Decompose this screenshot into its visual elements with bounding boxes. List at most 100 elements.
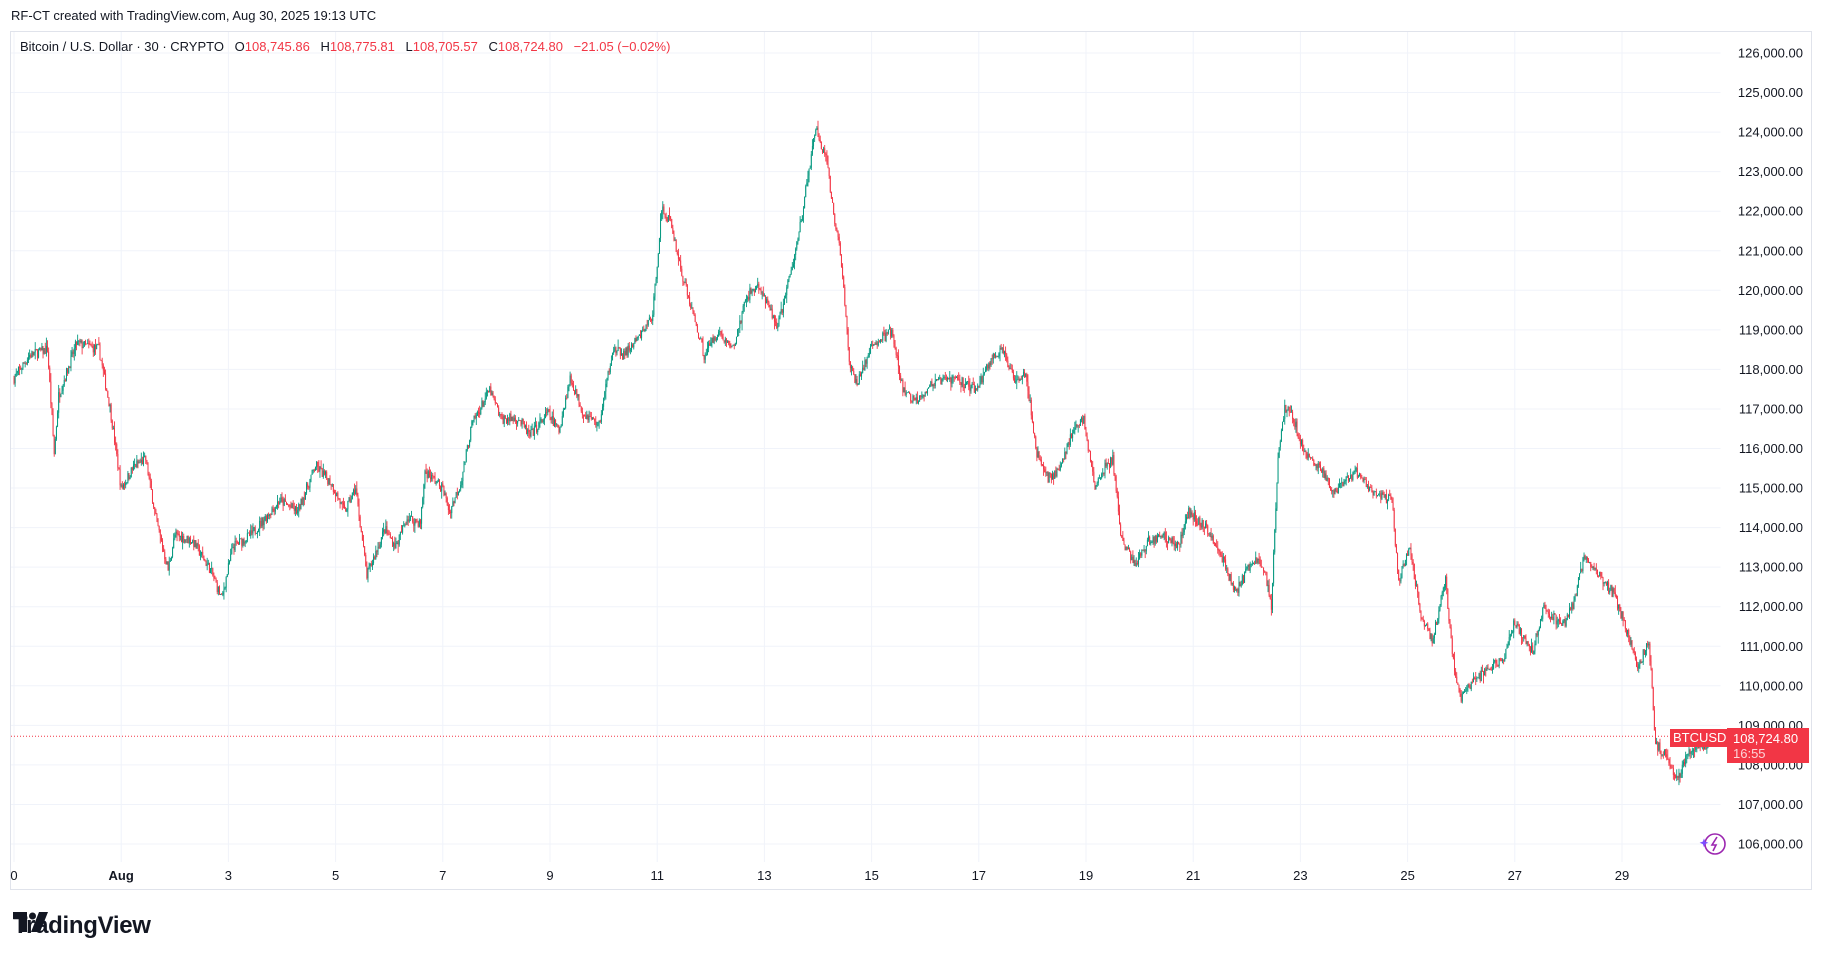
- candle: [376, 551, 378, 552]
- candle: [1244, 572, 1246, 583]
- candle: [246, 533, 248, 541]
- candle: [1514, 620, 1516, 626]
- candle: [915, 397, 917, 401]
- candle: [694, 315, 696, 322]
- candle: [1558, 619, 1560, 622]
- candle: [1387, 499, 1388, 504]
- candle: [1234, 587, 1236, 590]
- candle: [1623, 619, 1625, 621]
- symbol-legend: Bitcoin / U.S. Dollar · 30 · CRYPTO O108…: [20, 39, 670, 54]
- candle: [1502, 659, 1504, 661]
- candle: [910, 394, 912, 402]
- candle: [1615, 595, 1617, 599]
- chart-frame[interactable]: [10, 31, 1812, 890]
- candle: [55, 426, 57, 440]
- candle: [966, 381, 968, 384]
- candle: [501, 414, 503, 418]
- candle: [794, 254, 796, 264]
- symbol-name[interactable]: Bitcoin / U.S. Dollar · 30 · CRYPTO: [20, 39, 224, 54]
- candle: [359, 516, 361, 528]
- candle: [358, 503, 360, 517]
- candle: [1136, 562, 1138, 564]
- candle: [1629, 637, 1631, 645]
- candle: [1098, 478, 1100, 479]
- candle: [1007, 360, 1009, 368]
- candle: [866, 357, 868, 364]
- candle: [1207, 525, 1209, 534]
- candle: [1381, 492, 1383, 499]
- candle: [691, 307, 693, 309]
- candle: [275, 506, 277, 508]
- candle: [407, 519, 409, 522]
- candle: [1666, 754, 1668, 758]
- candle: [1389, 494, 1391, 496]
- candle: [22, 362, 24, 369]
- candle: [1591, 566, 1593, 569]
- candle: [945, 378, 947, 380]
- candle: [985, 369, 986, 373]
- candle: [277, 501, 279, 507]
- candle: [887, 329, 889, 334]
- candle: [1672, 767, 1674, 775]
- candle: [1116, 490, 1118, 497]
- candle: [734, 343, 736, 347]
- candle: [465, 449, 467, 462]
- candle: [98, 344, 100, 346]
- candle: [1546, 610, 1548, 612]
- candle: [39, 347, 41, 351]
- candle: [1049, 472, 1051, 474]
- candle: [411, 516, 413, 517]
- candle: [40, 347, 42, 351]
- candle: [24, 363, 26, 364]
- candle: [1097, 478, 1099, 483]
- candle: [1575, 595, 1577, 597]
- candle: [306, 483, 308, 493]
- candle: [724, 338, 726, 343]
- candle: [1297, 434, 1299, 438]
- candle: [1580, 568, 1582, 574]
- candle: [620, 353, 622, 356]
- candle: [129, 477, 131, 479]
- candle: [735, 336, 737, 344]
- candle: [906, 392, 908, 394]
- candle: [417, 521, 419, 527]
- candle: [1060, 463, 1062, 467]
- candle: [983, 372, 985, 375]
- candle: [871, 344, 873, 346]
- candle: [1646, 643, 1648, 651]
- candle: [1347, 475, 1349, 481]
- candle: [662, 206, 664, 212]
- candle: [1193, 512, 1195, 520]
- candle: [1352, 472, 1354, 480]
- candle: [182, 535, 184, 543]
- candle: [1016, 379, 1018, 382]
- candle: [1201, 520, 1203, 528]
- candle: [567, 386, 569, 398]
- candle: [656, 266, 658, 279]
- candle: [379, 544, 381, 548]
- candle: [813, 138, 815, 147]
- candle: [1577, 577, 1579, 586]
- candle: [100, 359, 102, 362]
- candle: [283, 499, 285, 506]
- tradingview-logo[interactable]: TradingView: [13, 912, 151, 940]
- candle: [59, 392, 61, 398]
- candle: [1313, 460, 1315, 466]
- candle: [1563, 619, 1565, 622]
- candle: [587, 414, 589, 421]
- candle: [383, 529, 385, 532]
- candle: [156, 514, 158, 519]
- candle: [703, 355, 705, 360]
- candle: [1158, 535, 1160, 537]
- candle: [827, 163, 829, 168]
- candle: [103, 370, 105, 374]
- candle: [1026, 374, 1028, 382]
- candle: [1584, 555, 1586, 560]
- candle: [1555, 614, 1557, 625]
- candle: [846, 315, 848, 329]
- candle: [884, 333, 886, 342]
- lightning-sparkle-icon[interactable]: [1698, 830, 1728, 860]
- candle: [1107, 463, 1109, 464]
- candle: [1279, 441, 1281, 448]
